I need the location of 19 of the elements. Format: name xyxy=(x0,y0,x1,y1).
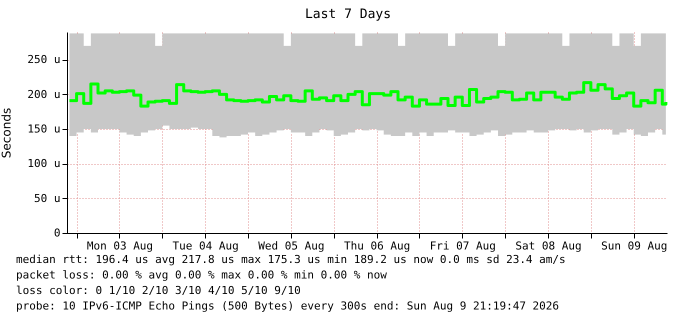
y-tick-label: 200 u xyxy=(27,88,60,101)
y-axis-title: Seconds xyxy=(0,108,14,158)
y-tick-label: 100 u xyxy=(27,157,60,170)
y-tick-label: 50 u xyxy=(34,192,60,205)
y-tick-label: 150 u xyxy=(27,122,60,136)
x-tick-label: Fri 07 Aug xyxy=(430,240,496,252)
x-tick-label: Sat 08 Aug xyxy=(515,240,582,252)
y-tick-label: 250 u xyxy=(27,53,60,66)
x-tick-label: Thu 06 Aug xyxy=(344,240,410,252)
chart-title: Last 7 Days xyxy=(304,7,392,22)
text: loss color: 0 1/10 2/10 3/10 4/10 5/10 9/10 xyxy=(16,284,301,297)
text: probe: 10 IPv6-ICMP Echo Pings (500 Bytes) every 300s end: Sun Aug 9 21:19:47 2026 xyxy=(16,300,560,312)
x-tick-label: Sun 09 Aug xyxy=(601,240,668,252)
text: packet loss: 0.00 % avg 0.00 % max 0.00 % min 0.00 % now xyxy=(16,268,388,282)
text: median rtt: 196.4 us avg 217.8 us max 175.3 us min 189.2 us now 0.0 ms sd 23.4 am/s xyxy=(16,253,566,266)
x-tick-label: Tue 04 Aug xyxy=(172,240,239,252)
x-tick-label: Mon 03 Aug xyxy=(86,240,154,252)
x-tick-label: Wed 05 Aug xyxy=(258,240,324,252)
y-tick-label: 0 xyxy=(54,226,60,240)
